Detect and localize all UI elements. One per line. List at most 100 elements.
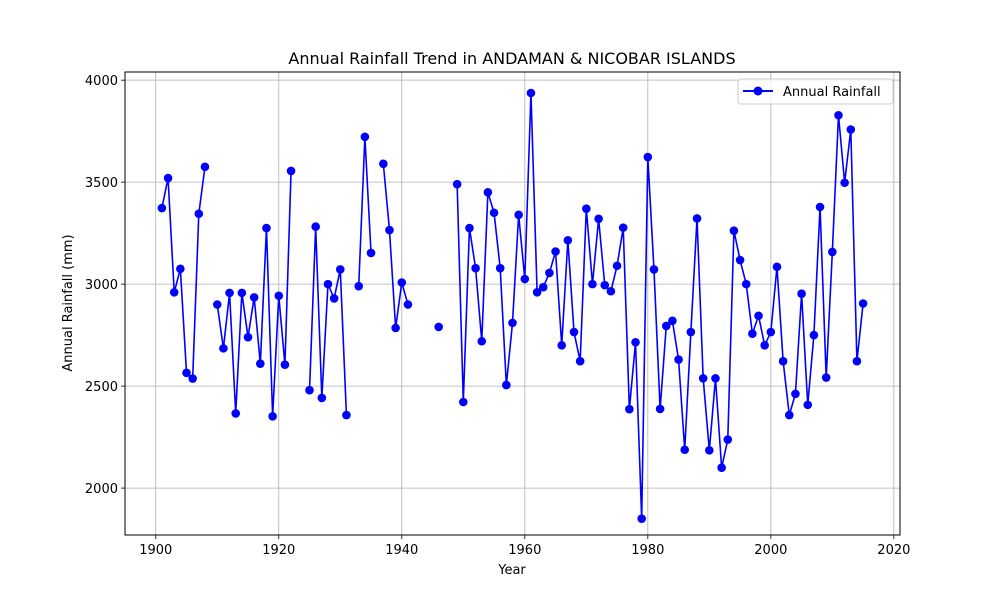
data-point bbox=[649, 265, 659, 274]
series-line-segment bbox=[357, 136, 372, 287]
y-tick-label: 4000 bbox=[85, 74, 118, 89]
data-point bbox=[532, 287, 542, 297]
data-point bbox=[582, 204, 591, 213]
data-point bbox=[495, 263, 505, 273]
data-point bbox=[262, 223, 271, 233]
data-point bbox=[231, 409, 241, 418]
x-tick-label: 2000 bbox=[754, 543, 787, 558]
data-point bbox=[514, 210, 523, 220]
series-line-segment bbox=[161, 166, 206, 380]
data-point bbox=[225, 288, 234, 298]
axis-ticks: 1900 1920 1940 1960 1980 2000 2020 2000 2500 3000… bbox=[85, 74, 910, 558]
data-point bbox=[625, 404, 634, 414]
data-point bbox=[569, 327, 579, 337]
y-tick-label: 2500 bbox=[85, 380, 118, 395]
data-point bbox=[520, 274, 530, 284]
data-point bbox=[483, 188, 493, 197]
data-point bbox=[477, 336, 487, 346]
data-point bbox=[735, 255, 745, 265]
data-point bbox=[323, 279, 333, 289]
data-point bbox=[828, 247, 837, 257]
data-point bbox=[366, 248, 376, 258]
data-point bbox=[317, 393, 327, 403]
data-point bbox=[194, 209, 204, 219]
data-point bbox=[748, 329, 757, 338]
data-point bbox=[212, 300, 222, 309]
data-point bbox=[551, 247, 560, 256]
data-point bbox=[557, 341, 567, 350]
data-point bbox=[717, 463, 726, 472]
data-point bbox=[606, 286, 616, 296]
data-point bbox=[360, 132, 370, 142]
data-point bbox=[163, 173, 173, 183]
data-point bbox=[766, 327, 776, 337]
series-line-segment bbox=[308, 225, 348, 416]
legend-box bbox=[737, 78, 894, 105]
x-tick-label: 1920 bbox=[262, 543, 295, 558]
data-point bbox=[237, 288, 247, 298]
data-point bbox=[618, 223, 628, 232]
data-point bbox=[329, 294, 339, 303]
data-point bbox=[563, 235, 573, 245]
x-tick-label: 1960 bbox=[508, 543, 541, 558]
data-point bbox=[434, 322, 443, 332]
data-point bbox=[846, 125, 856, 134]
legend-label-annual-rainfall: Annual Rainfall bbox=[783, 85, 881, 100]
data-point bbox=[705, 446, 714, 455]
data-point bbox=[243, 332, 253, 342]
data-point bbox=[686, 327, 696, 337]
data-point bbox=[526, 88, 536, 98]
data-point bbox=[631, 337, 640, 347]
data-point bbox=[379, 159, 388, 169]
data-point bbox=[188, 374, 197, 383]
data-point bbox=[852, 356, 862, 366]
grid bbox=[125, 72, 900, 535]
data-point bbox=[545, 268, 554, 278]
data-point bbox=[821, 373, 831, 382]
data-point bbox=[680, 445, 690, 455]
data-point bbox=[342, 410, 351, 420]
data-point bbox=[754, 311, 763, 321]
data-point bbox=[508, 318, 517, 328]
data-point bbox=[588, 279, 597, 289]
data-point bbox=[760, 341, 769, 350]
legend-marker-swatch bbox=[753, 86, 763, 96]
data-point bbox=[674, 355, 683, 364]
data-point bbox=[182, 368, 191, 378]
data-point bbox=[655, 404, 665, 414]
data-point bbox=[723, 435, 733, 444]
data-point bbox=[268, 411, 277, 421]
data-point bbox=[502, 380, 511, 390]
data-point bbox=[834, 110, 843, 120]
plot-area-frame bbox=[124, 71, 901, 536]
data-point bbox=[803, 400, 813, 410]
data-point bbox=[858, 299, 868, 308]
data-point bbox=[458, 397, 468, 407]
legend: Annual Rainfall bbox=[737, 78, 894, 105]
data-point bbox=[219, 344, 228, 353]
data-point bbox=[643, 152, 653, 162]
data-point bbox=[575, 356, 585, 366]
data-point bbox=[200, 162, 210, 172]
data-point bbox=[698, 374, 708, 383]
data-point bbox=[711, 374, 720, 383]
data-point bbox=[305, 385, 314, 395]
y-tick-label: 3500 bbox=[85, 176, 118, 191]
data-point bbox=[286, 166, 296, 176]
data-point bbox=[249, 293, 259, 302]
data-point bbox=[729, 226, 739, 235]
chart-title: Annual Rainfall Trend in ANDAMAN & NICOB… bbox=[288, 49, 735, 68]
data-point bbox=[600, 280, 610, 290]
data-point bbox=[815, 202, 825, 212]
data-point bbox=[612, 261, 622, 271]
data-point bbox=[778, 356, 788, 366]
data-point bbox=[311, 222, 320, 231]
data-point bbox=[274, 291, 284, 301]
data-point bbox=[741, 279, 751, 289]
data-point bbox=[335, 265, 345, 274]
data-point bbox=[176, 264, 185, 274]
data-point bbox=[791, 389, 800, 399]
data-point bbox=[594, 214, 603, 224]
data-point bbox=[840, 178, 849, 188]
